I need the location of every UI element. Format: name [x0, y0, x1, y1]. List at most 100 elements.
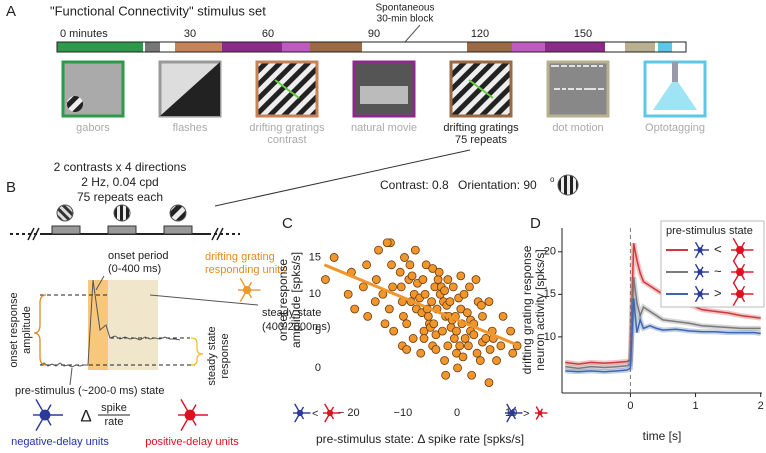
scatter-point [427, 297, 436, 307]
panel-label: B [6, 179, 16, 196]
scatter-point [423, 311, 433, 321]
timeline-segment [175, 42, 222, 52]
timeline-segment [625, 42, 655, 52]
neuron-icon [178, 399, 208, 431]
scatter-point [387, 260, 396, 270]
scatter-point [481, 334, 491, 343]
legend-label: > [714, 285, 722, 300]
scatter-point [459, 289, 469, 299]
neuron-body [735, 289, 745, 299]
timeline-tick: 0 minutes [60, 28, 108, 40]
param: 75 repeats each [77, 190, 163, 204]
x-tick-label: − 20 [338, 407, 360, 419]
dot [569, 65, 571, 67]
scatter-point [438, 326, 447, 336]
dot [557, 65, 559, 67]
connector [214, 149, 471, 207]
dot [555, 65, 557, 67]
scatter-point [384, 304, 394, 314]
timeline-segment [655, 42, 658, 52]
x-tick-label: 0 [454, 407, 460, 419]
scatter-point [389, 326, 399, 336]
scatter-point [402, 345, 412, 354]
flash-half [160, 62, 220, 116]
scatter-point [440, 356, 449, 365]
scatter-point [463, 341, 473, 351]
timeline-frame [56, 41, 687, 53]
dot [573, 65, 575, 67]
annotation: steady state [262, 307, 321, 319]
timeline-segment [310, 42, 362, 52]
scatter-point [431, 345, 441, 354]
stimulus-label: gabors [76, 122, 110, 134]
scatter-point [358, 282, 368, 292]
annotation: pre-stimulus (~200-0 ms) state [15, 385, 164, 397]
scatter-point [374, 245, 383, 255]
dot [556, 88, 558, 90]
scatter-point [371, 275, 381, 284]
timeline-segment [160, 42, 175, 52]
param: 2 Hz, 0.04 cpd [81, 175, 158, 189]
motion-arrow [274, 79, 300, 99]
dot [570, 88, 572, 90]
dot [600, 88, 602, 90]
dot [602, 88, 604, 90]
scatter-point [410, 245, 420, 255]
annotation: Spontaneous [376, 3, 435, 14]
x-axis-label: pre-stimulus state: Δ spike rate [spks/s… [316, 432, 524, 446]
neuron-body [184, 409, 196, 421]
neuron-body [296, 409, 304, 417]
dot [563, 65, 565, 67]
stimulus-label: Optotagging [645, 122, 705, 134]
scatter-point [419, 334, 429, 343]
neuron-body [537, 410, 543, 416]
timeline-segment [222, 42, 282, 52]
scatter-point [416, 348, 426, 358]
scatter-point [484, 378, 494, 388]
stimulus-label: drifting gratings [443, 122, 519, 134]
annotation: drifting grating [205, 251, 275, 263]
y-axis-label: neuron activity [spks/s] [533, 249, 547, 370]
neuron-icon [323, 403, 341, 423]
timeline-tick: 60 [262, 28, 274, 40]
scatter-point [350, 304, 360, 314]
dot [564, 88, 566, 90]
panel-label: D [530, 215, 541, 232]
timeline-tick: 120 [471, 28, 489, 40]
dot [577, 65, 579, 67]
scatter-point [418, 275, 428, 284]
scatter-point [445, 297, 455, 307]
scatter-point [506, 326, 516, 336]
neuron-body [735, 267, 745, 277]
annotation: onset response [8, 292, 20, 367]
timeline-segment [545, 42, 605, 52]
series-line [565, 298, 761, 373]
y-tick-label: 15 [544, 288, 556, 300]
neuron-icon [694, 241, 709, 259]
scatter-point [380, 319, 390, 329]
dot [590, 88, 592, 90]
dot [571, 65, 573, 67]
scatter-point [370, 297, 380, 307]
delta: Δ [80, 406, 91, 425]
dot [601, 65, 603, 67]
scatter-point [440, 286, 449, 295]
scatter-point [469, 330, 479, 340]
motion-arrow [468, 79, 494, 99]
x-tick-label: 1 [692, 400, 698, 412]
neuron-body [326, 409, 334, 417]
scatter-point [441, 370, 451, 380]
scatter-point [452, 348, 461, 358]
response-schematic [33, 275, 259, 416]
dot [578, 88, 580, 90]
timeline-tick: 30 [184, 28, 196, 40]
series-line [565, 277, 761, 370]
dot [562, 88, 564, 90]
scatter-point [399, 311, 408, 321]
dot [599, 65, 601, 67]
timeline-segment [57, 42, 143, 52]
timeline-segment [672, 42, 686, 52]
timeline-segment [658, 42, 672, 52]
scatter-point [492, 356, 501, 365]
